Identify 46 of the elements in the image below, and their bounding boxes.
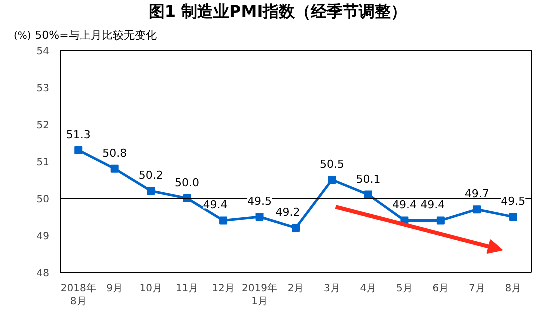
- x-tick-label: 2018年 8月: [60, 282, 96, 308]
- text: 49.4: [392, 198, 417, 212]
- x-tick-label: 6月: [432, 284, 450, 294]
- chart-title: 图1 制造业PMI指数（经季节调整）: [148, 2, 408, 22]
- x-tick-label: 10月: [140, 284, 162, 294]
- point: [74, 146, 83, 154]
- x-tick-label: 4月: [360, 284, 377, 294]
- point: [436, 216, 445, 225]
- x-tick-label: 12月: [212, 284, 235, 294]
- text: 49.4: [420, 198, 446, 212]
- x-tick-label: 7月: [468, 284, 486, 294]
- x-tick-label: 2019年 1月: [242, 282, 278, 308]
- text: 51.3: [66, 128, 91, 142]
- text: 49.2: [276, 206, 300, 220]
- text: 50.1: [356, 172, 381, 186]
- y-axis-title: (%): [14, 31, 32, 42]
- point: [292, 224, 300, 232]
- y-tick-label: 53: [36, 84, 50, 94]
- x-tick-label: 3月: [324, 284, 340, 294]
- x-tick-label: 9月: [106, 284, 124, 294]
- point: [110, 164, 119, 173]
- text: 49.5: [248, 195, 272, 208]
- text: 49.5: [501, 195, 526, 208]
- point: [328, 176, 336, 184]
- x-tick-label: 8月: [505, 284, 522, 294]
- text: 50.0: [175, 176, 200, 190]
- point: [147, 187, 156, 196]
- point: [509, 213, 518, 221]
- x-tick-label: 5月: [396, 284, 413, 294]
- y-tick-label: 50: [36, 194, 50, 206]
- y-tick-label: 49: [36, 232, 50, 242]
- y-tick-label: 54: [36, 46, 50, 58]
- text: 49.7: [464, 188, 490, 201]
- chart-subtitle: 50%=与上月比较无变化: [35, 29, 157, 42]
- text: 49.4: [203, 198, 228, 212]
- point: [473, 206, 482, 214]
- point: [220, 216, 228, 225]
- x-tick-label: 11月: [176, 284, 199, 294]
- text: 50.5: [320, 158, 344, 171]
- y-tick-label: 51: [36, 158, 50, 168]
- point: [256, 213, 264, 221]
- y-tick-label: 48: [36, 268, 50, 280]
- x-tick-label: 2月: [288, 284, 304, 294]
- text: 50.8: [102, 146, 128, 160]
- text: 50.2: [138, 169, 164, 182]
- y-tick-label: 52: [36, 120, 50, 132]
